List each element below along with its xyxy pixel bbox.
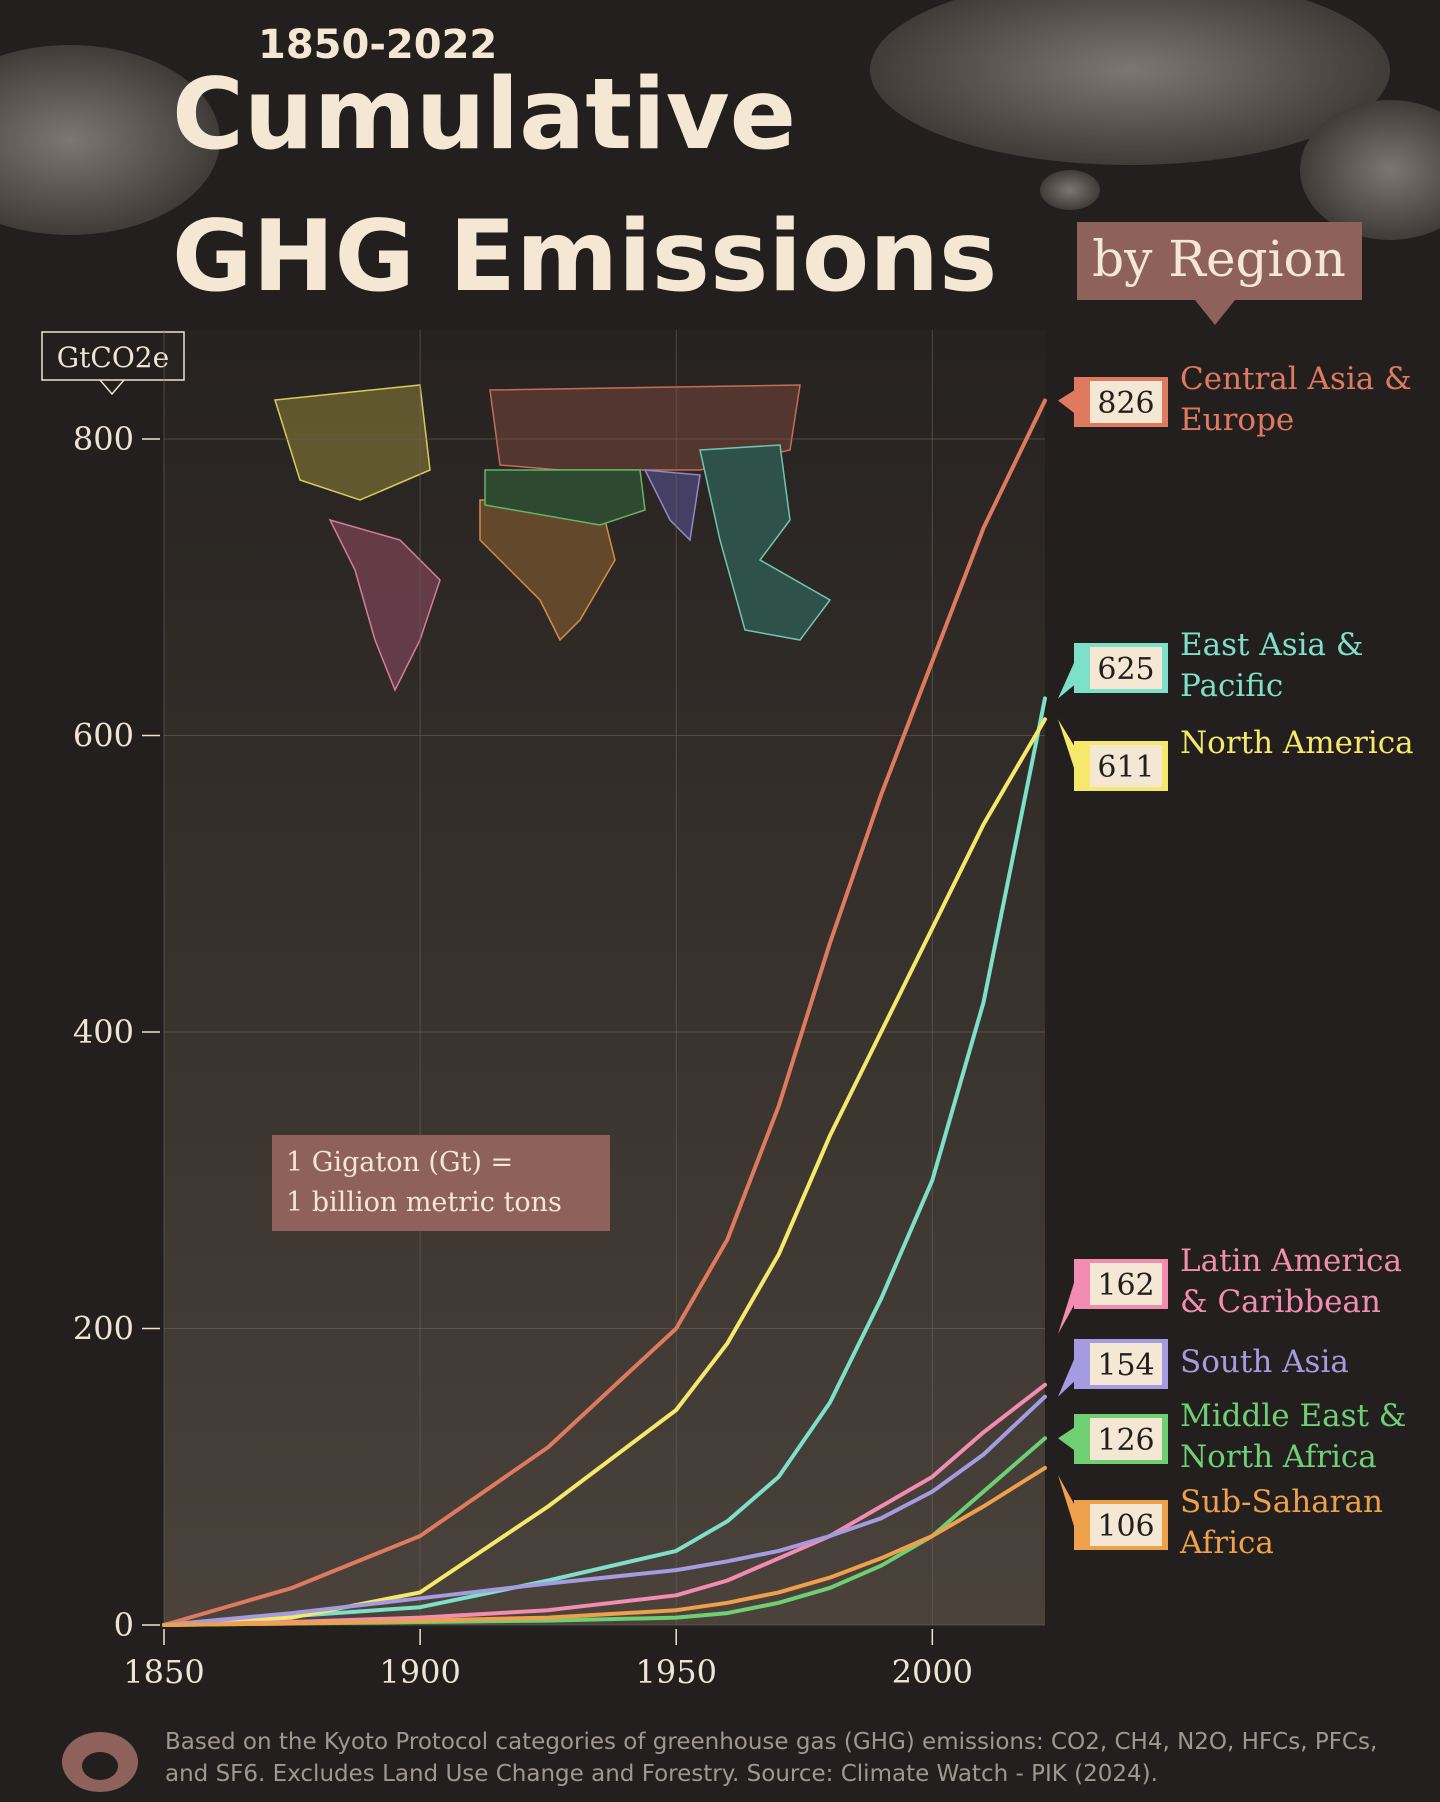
title-line: Cumulative: [172, 58, 796, 172]
x-tick-label: 1850: [123, 1653, 204, 1691]
y-tick-label: 600: [73, 717, 134, 755]
y-tick-label: 800: [73, 420, 134, 458]
world-map: [274, 384, 832, 692]
legend-label: Middle East & North Africa: [1180, 1398, 1407, 1475]
series-line: [162, 717, 1047, 1627]
series-line: [162, 1394, 1047, 1627]
title-tag-pointer: [1195, 300, 1235, 325]
end-label: 611: [1097, 750, 1154, 785]
end-label-pointer: [1058, 654, 1078, 699]
end-label: 126: [1097, 1423, 1154, 1458]
y-tick-label: 0: [114, 1606, 134, 1644]
end-label-inner: [1090, 381, 1162, 423]
legend-label: Sub-Saharan Africa: [1180, 1484, 1383, 1561]
clouds: [0, 0, 1440, 240]
end-label-pointer: [1058, 388, 1078, 416]
y-label-pointer: [99, 379, 125, 396]
end-label-inner: [1090, 1263, 1162, 1305]
x-tick-label: 1950: [635, 1653, 716, 1691]
x-tick-label: 1900: [379, 1653, 460, 1691]
end-label-inner: [1090, 1343, 1162, 1385]
end-label-pointer: [1058, 1425, 1078, 1453]
end-label: 826: [1097, 386, 1154, 421]
note-line: 1 Gigaton (Gt) =: [286, 1147, 514, 1178]
y-tick-label: 400: [73, 1013, 134, 1051]
series-line: [162, 696, 1047, 1627]
series-line: [162, 1382, 1047, 1627]
end-label: 154: [1097, 1348, 1154, 1383]
end-label-pointer: [1058, 1475, 1078, 1539]
end-label: 162: [1097, 1268, 1154, 1303]
note-line: 1 billion metric tons: [286, 1187, 562, 1218]
subtitle: 1850-2022: [258, 22, 497, 68]
end-label-pointer: [1058, 719, 1078, 780]
end-label-pointer: [1058, 1270, 1078, 1334]
y-label-box: [41, 331, 185, 381]
footnote: Based on the Kyoto Protocol categories o…: [165, 1729, 1378, 1787]
series-line: [162, 398, 1047, 1627]
end-label-inner: [1090, 745, 1162, 787]
note: 1 Gigaton (Gt) = 1 billion metric tons: [272, 1135, 610, 1231]
y-tick-label: 200: [73, 1310, 134, 1348]
end-label-inner: [1090, 647, 1162, 689]
end-label-inner: [1090, 1504, 1162, 1546]
title-tag: by Region: [1092, 230, 1346, 288]
end-label-pointer: [1058, 1350, 1078, 1397]
logo: [62, 1732, 138, 1792]
legend-label: Latin America & Caribbean: [1180, 1243, 1402, 1320]
end-label: 106: [1097, 1509, 1154, 1544]
legend-label: East Asia & Pacific: [1180, 627, 1364, 704]
title-line: GHG Emissions: [172, 200, 997, 314]
title-tag-box: [1077, 222, 1362, 300]
end-label-inner: [1090, 1418, 1162, 1460]
legend-label: North America: [1180, 725, 1414, 761]
x-tick-label: 2000: [892, 1653, 973, 1691]
legend-label: South Asia: [1180, 1343, 1349, 1380]
y-label: GtCO2e: [57, 341, 169, 374]
series-line: [162, 1465, 1047, 1627]
legend-label: Central Asia & Europe: [1180, 361, 1412, 438]
end-label: 625: [1097, 652, 1154, 687]
